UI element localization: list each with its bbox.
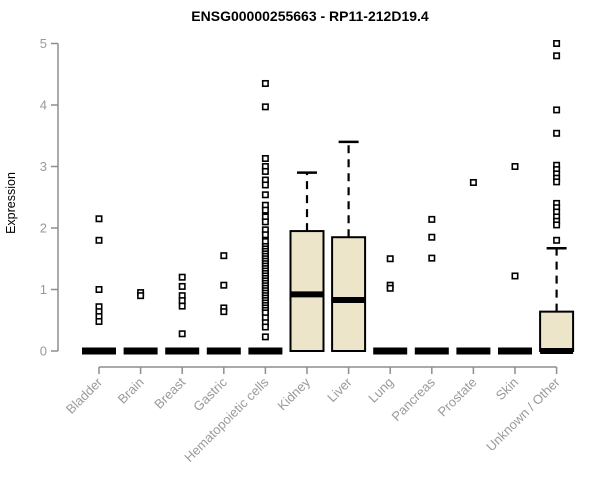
- category-label: Bladder: [63, 374, 106, 417]
- category-label: Skin: [493, 375, 521, 403]
- outlier-point: [95, 317, 103, 325]
- outlier-point: [178, 302, 186, 310]
- y-tick-label: 4: [40, 98, 47, 113]
- outlier-point: [428, 215, 436, 223]
- box: [331, 236, 367, 353]
- outlier-point: [261, 181, 269, 189]
- outlier-point: [261, 79, 269, 87]
- outlier-point: [553, 129, 561, 137]
- outlier-point: [261, 231, 269, 239]
- outlier-point: [428, 233, 436, 241]
- category-label: Gastric: [190, 374, 230, 414]
- collapsed-box-median: [123, 347, 158, 355]
- collapsed-box-median: [206, 347, 241, 355]
- outlier-point: [261, 103, 269, 111]
- category-label: Lung: [365, 375, 396, 406]
- outlier-point: [261, 191, 269, 199]
- outlier-point: [511, 163, 519, 171]
- category-label: Prostate: [435, 375, 480, 420]
- outlier-point: [511, 272, 519, 280]
- box: [289, 230, 325, 352]
- category-label: Kidney: [274, 374, 313, 413]
- y-tick-label: 2: [40, 221, 47, 236]
- outlier-point: [553, 178, 561, 186]
- y-tick-label: 5: [40, 36, 47, 51]
- outlier-point: [553, 236, 561, 244]
- outlier-point: [553, 39, 561, 47]
- collapsed-box-median: [456, 347, 491, 355]
- outlier-point: [220, 252, 228, 260]
- outlier-point: [261, 333, 269, 341]
- outlier-point: [386, 284, 394, 292]
- y-axis-title: Expression: [4, 172, 18, 234]
- outlier-point: [261, 218, 269, 226]
- collapsed-box-median: [414, 347, 449, 355]
- collapsed-box-median: [248, 347, 283, 355]
- box: [539, 310, 575, 353]
- outlier-point: [386, 255, 394, 263]
- category-label: Brain: [115, 375, 147, 407]
- outlier-point: [95, 236, 103, 244]
- collapsed-box-median: [165, 347, 200, 355]
- collapsed-box-median: [82, 347, 116, 355]
- outlier-point: [553, 221, 561, 229]
- collapsed-box-median: [373, 347, 408, 355]
- outlier-point: [95, 215, 103, 223]
- category-label: Unknown / Other: [483, 374, 563, 454]
- outlier-point: [220, 308, 228, 316]
- outlier-point: [261, 155, 269, 163]
- outlier-point: [553, 106, 561, 114]
- outlier-point: [178, 297, 186, 305]
- outlier-point: [553, 52, 561, 60]
- outlier-point: [428, 254, 436, 262]
- y-tick-label: 1: [40, 282, 47, 297]
- category-label: Breast: [151, 374, 188, 411]
- outlier-point: [137, 292, 145, 300]
- outlier-point: [220, 281, 228, 289]
- collapsed-box-median: [498, 347, 532, 355]
- outlier-point: [178, 273, 186, 281]
- outlier-point: [261, 167, 269, 175]
- category-label: Pancreas: [388, 374, 438, 424]
- outlier-point: [261, 323, 269, 331]
- outlier-point: [178, 282, 186, 290]
- outlier-point: [261, 206, 269, 214]
- category-label: Liver: [324, 374, 355, 405]
- outlier-point: [178, 330, 186, 338]
- outlier-point: [95, 285, 103, 293]
- outlier-point: [469, 178, 477, 186]
- y-tick-label: 3: [40, 159, 47, 174]
- chart-title: ENSG00000255663 - RP11-212D19.4: [191, 8, 429, 24]
- y-tick-label: 0: [40, 344, 47, 359]
